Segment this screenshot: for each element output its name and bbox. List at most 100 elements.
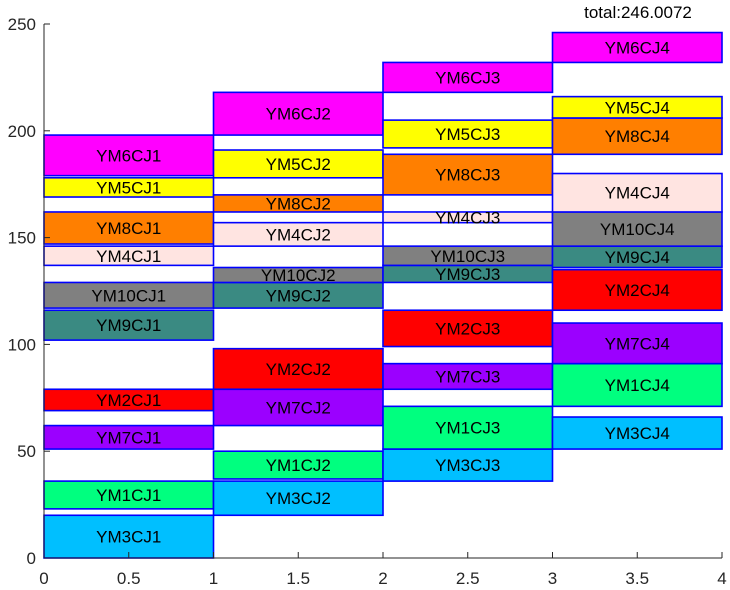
y-tick-label: 0: [27, 549, 36, 568]
block-rect: [212, 149, 384, 179]
block-ym5cj1: YM5CJ1: [43, 176, 215, 198]
block-rect: [382, 405, 554, 450]
block-label: YM1CJ4: [605, 376, 670, 395]
block-label: YM9CJ4: [605, 248, 670, 267]
block-rect: [382, 448, 554, 482]
block-label: YM7CJ4: [605, 334, 670, 353]
block-label: YM7CJ3: [435, 367, 500, 386]
block-rect: [551, 117, 723, 156]
y-tick-label: 50: [17, 442, 36, 461]
block-rect: [382, 309, 554, 348]
x-tick-label: 2.5: [456, 569, 480, 588]
block-rect: [212, 281, 384, 309]
block-ym2cj2: YM2CJ2: [212, 347, 384, 391]
block-ym3cj2: YM3CJ2: [212, 480, 384, 517]
block-label: YM10CJ2: [261, 266, 336, 285]
block-ym9cj1: YM9CJ1: [43, 309, 215, 341]
block-label: YM7CJ1: [96, 428, 161, 447]
block-label: YM8CJ4: [605, 127, 670, 146]
y-tick-label: 150: [8, 229, 36, 248]
block-label: YM2CJ3: [435, 319, 500, 338]
block-label: YM3CJ3: [435, 456, 500, 475]
x-tick-label: 4: [717, 569, 726, 588]
block-ym10cj1: YM10CJ1: [43, 281, 215, 309]
block-ym10cj4: YM10CJ4: [551, 211, 723, 247]
block-ym5cj2: YM5CJ2: [212, 149, 384, 179]
block-rect: [43, 281, 215, 309]
block-ym4cj4: YM4CJ4: [551, 172, 723, 213]
block-ym8cj2: YM8CJ2: [212, 194, 384, 213]
block-ym9cj2: YM9CJ2: [212, 281, 384, 309]
block-label: YM7CJ2: [266, 398, 331, 417]
x-tick-label: 1.5: [286, 569, 310, 588]
block-ym6cj4: YM6CJ4: [551, 31, 723, 64]
block-label: YM3CJ4: [605, 424, 670, 443]
block-rect: [43, 211, 215, 245]
block-label: YM5CJ2: [266, 155, 331, 174]
block-rect: [212, 347, 384, 391]
block-ym6cj3: YM6CJ3: [382, 61, 554, 94]
block-ym10cj3: YM10CJ3: [382, 245, 554, 267]
block-label: YM1CJ1: [96, 486, 161, 505]
block-rect: [551, 416, 723, 450]
block-ym5cj4: YM5CJ4: [551, 95, 723, 119]
block-rect: [382, 61, 554, 94]
block-ym1cj3: YM1CJ3: [382, 405, 554, 450]
block-ym4cj3: YM4CJ3: [382, 208, 554, 227]
x-tick-label: 3: [548, 569, 557, 588]
block-label: YM10CJ4: [600, 220, 675, 239]
block-rect: [551, 172, 723, 213]
block-label: YM6CJ3: [435, 68, 500, 87]
block-ym2cj3: YM2CJ3: [382, 309, 554, 348]
block-rect: [212, 480, 384, 517]
block-label: YM9CJ1: [96, 316, 161, 335]
x-tick-label: 3.5: [625, 569, 649, 588]
block-label: YM6CJ1: [96, 146, 161, 165]
block-ym4cj1: YM4CJ1: [43, 245, 215, 267]
block-rect: [551, 31, 723, 64]
block-label: YM10CJ1: [91, 286, 166, 305]
block-ym9cj3: YM9CJ3: [382, 264, 554, 284]
x-tick-label: 1: [209, 569, 218, 588]
block-label: YM5CJ3: [435, 125, 500, 144]
block-label: YM1CJ2: [266, 456, 331, 475]
block-ym9cj4: YM9CJ4: [551, 245, 723, 269]
block-rect: [212, 194, 384, 213]
block-label: YM3CJ1: [96, 528, 161, 547]
block-ym8cj3: YM8CJ3: [382, 153, 554, 196]
block-ym6cj2: YM6CJ2: [212, 91, 384, 136]
block-ym6cj1: YM6CJ1: [43, 134, 215, 177]
block-ym8cj4: YM8CJ4: [551, 117, 723, 156]
block-ym1cj2: YM1CJ2: [212, 450, 384, 480]
block-ym7cj2: YM7CJ2: [212, 388, 384, 427]
block-label: YM6CJ4: [605, 38, 670, 57]
y-tick-label: 100: [8, 335, 36, 354]
block-ym7cj3: YM7CJ3: [382, 362, 554, 391]
block-ym1cj4: YM1CJ4: [551, 362, 723, 408]
block-label: YM4CJ4: [605, 184, 670, 203]
block-rect: [212, 91, 384, 136]
block-label: YM2CJ4: [605, 281, 670, 300]
x-tick-label: 2: [378, 569, 387, 588]
block-label: YM4CJ3: [435, 208, 500, 227]
block-ym2cj1: YM2CJ1: [43, 388, 215, 412]
y-axis-ticks: 0 50 100 150 200 250: [8, 15, 50, 568]
block-ym7cj4: YM7CJ4: [551, 322, 723, 365]
block-label: YM8CJ2: [266, 194, 331, 213]
block-rect: [43, 480, 215, 510]
block-ym3cj3: YM3CJ3: [382, 448, 554, 482]
block-rect: [43, 514, 215, 559]
block-rect: [212, 221, 384, 247]
block-label: YM2CJ1: [96, 391, 161, 410]
block-label: YM1CJ3: [435, 419, 500, 438]
x-tick-label: 0.5: [117, 569, 141, 588]
x-axis-ticks: 0 0.5 1 1.5 2 2.5 3 3.5 4: [39, 552, 727, 588]
block-rect: [382, 119, 554, 149]
blocks-layer: YM3CJ1 YM1CJ1 YM7CJ1 YM2CJ1 YM9CJ1 YM10CJ1 YM4…: [43, 31, 723, 559]
block-label: YM5CJ1: [96, 178, 161, 197]
block-label: YM2CJ2: [266, 360, 331, 379]
block-label: YM10CJ3: [430, 247, 505, 266]
block-rect: [382, 153, 554, 196]
block-label: YM4CJ1: [96, 247, 161, 266]
